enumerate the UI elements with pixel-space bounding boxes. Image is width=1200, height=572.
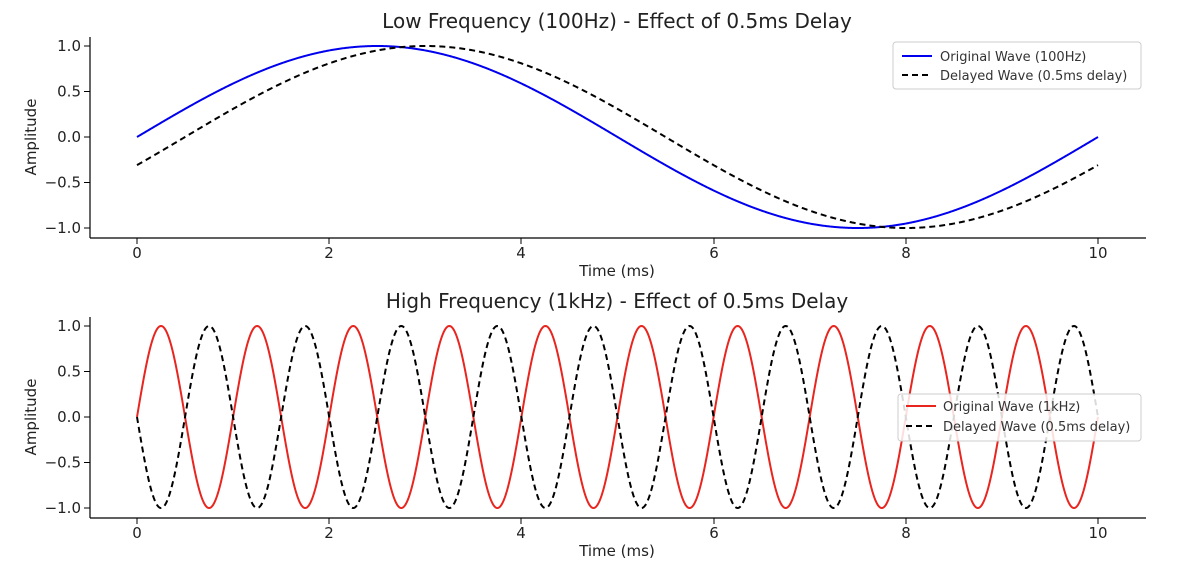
x-tick-label: 6 bbox=[709, 524, 719, 542]
legend-label: Delayed Wave (0.5ms delay) bbox=[943, 420, 1130, 435]
x-tick-label: 2 bbox=[324, 524, 334, 542]
chart-high-frequency: High Frequency (1kHz) - Effect of 0.5ms … bbox=[22, 289, 1146, 560]
y-ticks: 1.0 0.5 0.0 −0.5 −1.0 bbox=[45, 317, 90, 517]
x-tick-label: 4 bbox=[516, 244, 526, 262]
x-tick-label: 10 bbox=[1088, 244, 1107, 262]
legend: Original Wave (100Hz) Delayed Wave (0.5m… bbox=[892, 41, 1142, 90]
y-tick-label: −0.5 bbox=[45, 454, 81, 472]
y-ticks: 1.0 0.5 0.0 −0.5 −1.0 bbox=[45, 37, 90, 237]
y-axis-label: Amplitude bbox=[22, 99, 40, 176]
x-tick-label: 0 bbox=[132, 244, 142, 262]
y-tick-label: 0.5 bbox=[57, 363, 81, 381]
legend-box bbox=[897, 393, 1142, 442]
legend: Original Wave (1kHz) Delayed Wave (0.5ms… bbox=[897, 393, 1142, 442]
x-axis-label: Time (ms) bbox=[578, 542, 655, 560]
legend-box bbox=[892, 41, 1142, 90]
x-ticks: 0 2 4 6 8 10 bbox=[132, 238, 1108, 262]
series-line-delayed-100hz bbox=[136, 45, 1099, 229]
y-tick-label: 1.0 bbox=[57, 317, 81, 335]
x-tick-label: 2 bbox=[324, 244, 334, 262]
y-tick-label: 0.0 bbox=[57, 408, 81, 426]
x-tick-label: 10 bbox=[1088, 524, 1107, 542]
x-tick-label: 6 bbox=[709, 244, 719, 262]
legend-label: Delayed Wave (0.5ms delay) bbox=[940, 69, 1127, 84]
y-tick-label: 1.0 bbox=[57, 37, 81, 55]
series-line-original-100hz bbox=[136, 45, 1099, 229]
y-tick-label: −1.0 bbox=[45, 219, 81, 237]
x-axis-label: Time (ms) bbox=[578, 262, 655, 280]
x-ticks: 0 2 4 6 8 10 bbox=[132, 518, 1108, 542]
x-tick-label: 0 bbox=[132, 524, 142, 542]
x-tick-label: 8 bbox=[901, 524, 911, 542]
y-tick-label: 0.0 bbox=[57, 128, 81, 146]
chart-title: Low Frequency (100Hz) - Effect of 0.5ms … bbox=[382, 9, 852, 33]
x-tick-label: 8 bbox=[901, 244, 911, 262]
legend-label: Original Wave (1kHz) bbox=[943, 400, 1080, 415]
y-axis-label: Amplitude bbox=[22, 379, 40, 456]
series-line-delayed-1khz bbox=[136, 324, 1099, 510]
y-tick-label: 0.5 bbox=[57, 83, 81, 101]
legend-label: Original Wave (100Hz) bbox=[940, 50, 1086, 65]
chart-title: High Frequency (1kHz) - Effect of 0.5ms … bbox=[386, 289, 849, 313]
chart-low-frequency: Low Frequency (100Hz) - Effect of 0.5ms … bbox=[22, 9, 1146, 280]
y-tick-label: −1.0 bbox=[45, 499, 81, 517]
x-tick-label: 4 bbox=[516, 524, 526, 542]
y-tick-label: −0.5 bbox=[45, 174, 81, 192]
